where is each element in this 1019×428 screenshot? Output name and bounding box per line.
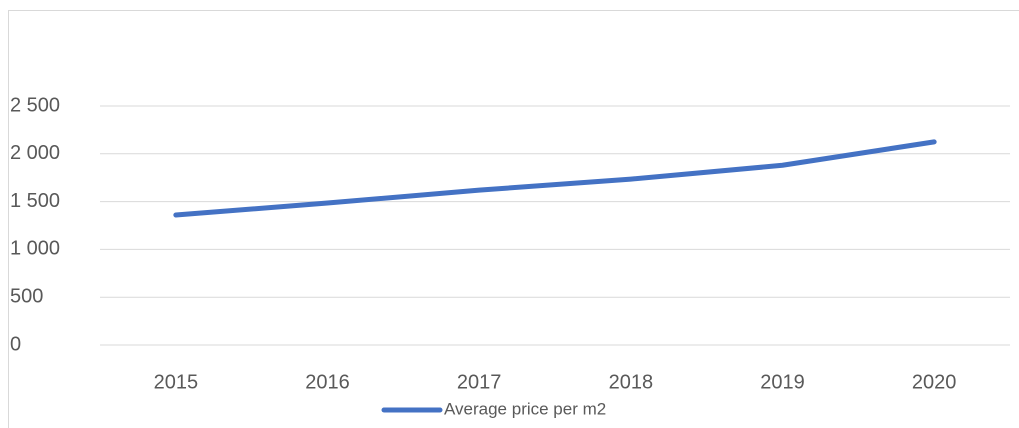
y-tick-label: 1 500	[10, 190, 60, 212]
y-tick-label: 2 500	[10, 94, 60, 116]
y-tick-label: 2 000	[10, 142, 60, 164]
x-tick-label: 2019	[760, 371, 805, 393]
x-tick-label: 2020	[912, 371, 957, 393]
y-tick-label: 500	[10, 285, 43, 307]
series-line	[173, 139, 937, 218]
x-tick-label: 2017	[457, 371, 502, 393]
x-tick-label: 2016	[305, 371, 350, 393]
x-tick-label: 2018	[609, 371, 654, 393]
y-tick-label: 0	[10, 333, 21, 355]
x-tick-label: 2015	[154, 371, 199, 393]
y-tick-label: 1 000	[10, 238, 60, 260]
chart-frame	[8, 10, 1019, 428]
legend-label: Average price per m2	[444, 399, 606, 418]
